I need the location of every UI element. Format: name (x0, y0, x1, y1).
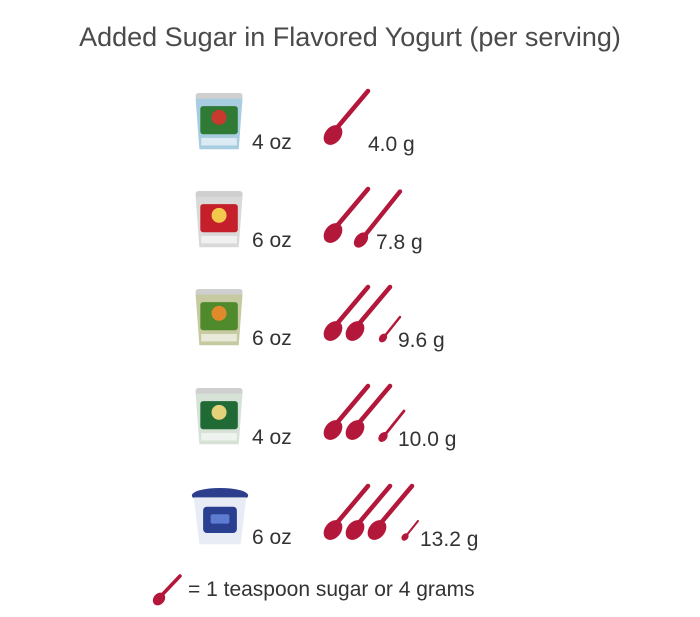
sugar-grams-label: 7.8 g (376, 231, 423, 254)
legend-spoon-icon (152, 574, 182, 606)
yogurt-cup-image (195, 190, 243, 248)
spoon-icon (367, 483, 415, 540)
spoon-icon (345, 383, 393, 440)
serving-size-label: 6 oz (252, 526, 292, 549)
spoon-icon (345, 483, 393, 540)
spoon-icon (353, 189, 403, 248)
sugar-grams-label: 10.0 g (398, 428, 457, 451)
sugar-grams-label: 13.2 g (420, 528, 479, 551)
spoon-icon (323, 483, 371, 540)
spoon-group (323, 186, 403, 248)
serving-size-label: 6 oz (252, 229, 292, 252)
serving-size-label: 4 oz (252, 426, 292, 449)
yogurt-cup-image (191, 487, 249, 545)
yogurt-row: 6 oz 9.6 g (0, 281, 700, 381)
spoon-group (323, 88, 371, 145)
serving-size-label: 6 oz (252, 327, 292, 350)
spoon-group (323, 284, 402, 343)
serving-size-label: 4 oz (252, 131, 292, 154)
chart-title: Added Sugar in Flavored Yogurt (per serv… (79, 22, 621, 52)
spoon-icon (323, 383, 371, 440)
legend: = 1 teaspoon sugar or 4 grams (150, 572, 570, 612)
spoon-icon (345, 284, 393, 341)
yogurt-cup-image (195, 92, 243, 150)
yogurt-row: 4 oz 10.0 g (0, 380, 700, 480)
spoon-icon (323, 284, 371, 341)
sugar-grams-label: 4.0 g (368, 133, 415, 156)
yogurt-row: 6 oz 7.8 g (0, 183, 700, 283)
yogurt-row: 4 oz 4.0 g (0, 85, 700, 185)
spoon-icon (323, 186, 371, 243)
yogurt-cup-image (195, 288, 243, 346)
yogurt-cup-image (195, 387, 243, 445)
spoon-group (323, 383, 406, 442)
legend-label: = 1 teaspoon sugar or 4 grams (188, 578, 475, 601)
spoon-icon (323, 88, 371, 145)
sugar-grams-label: 9.6 g (398, 329, 445, 352)
spoon-icon (378, 409, 406, 442)
spoon-icon (401, 519, 420, 541)
spoon-group (323, 483, 420, 541)
yogurt-row: 6 oz 13.2 g (0, 480, 700, 580)
spoon-icon (378, 315, 402, 343)
